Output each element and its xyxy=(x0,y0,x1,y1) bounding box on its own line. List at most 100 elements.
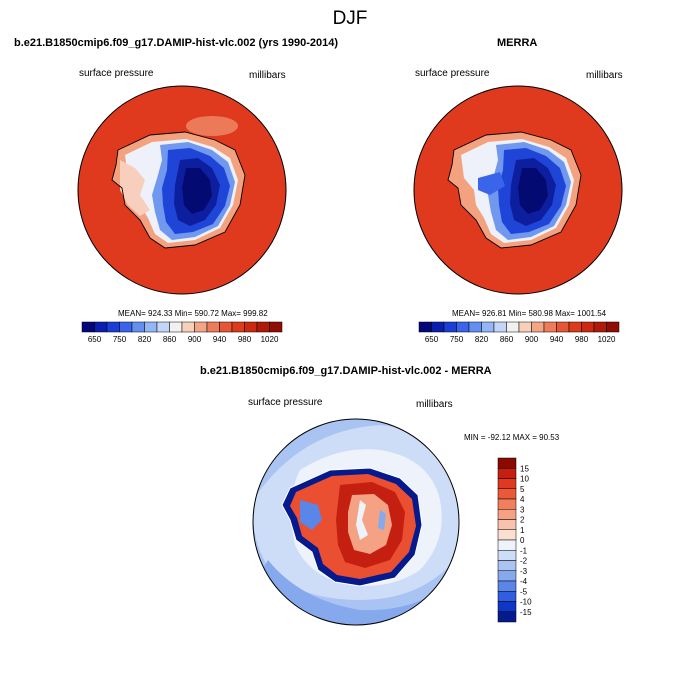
colorbar-swatch xyxy=(497,509,517,520)
colorbar-tick-label: 900 xyxy=(525,335,539,344)
antarctica-field xyxy=(448,132,581,248)
colorbar-swatch xyxy=(497,591,517,602)
obs-stats: MEAN= 926.81 Min= 580.98 Max= 1001.54 xyxy=(452,309,607,318)
colorbar-tick-label: 860 xyxy=(163,335,177,344)
colorbar-swatch xyxy=(506,321,520,333)
high-pressure-anomaly xyxy=(186,116,238,136)
map-border xyxy=(77,85,287,295)
colorbar-tick-label: -5 xyxy=(520,587,528,596)
colorbar-swatch xyxy=(497,488,517,500)
colorbar-tick-label: 0 xyxy=(520,536,525,545)
colorbar-swatch xyxy=(497,519,517,530)
colorbar-swatch xyxy=(169,321,183,333)
colorbar-tick-label: 2 xyxy=(520,516,525,525)
colorbar-swatch xyxy=(443,321,457,333)
colorbar-tick-label: 940 xyxy=(550,335,564,344)
map-border xyxy=(252,418,460,626)
diff-units-label: millibars xyxy=(416,399,453,410)
colorbar-tick-label: 10 xyxy=(520,475,529,484)
colorbar-swatch xyxy=(497,550,517,561)
colorbar-swatch xyxy=(531,321,545,333)
colorbar-tick-label: 5 xyxy=(520,485,525,494)
colorbar-swatch xyxy=(131,321,145,333)
colorbar-tick-label: -1 xyxy=(520,546,528,555)
colorbar-swatch xyxy=(206,321,220,333)
colorbar-swatch xyxy=(119,321,133,333)
colorbar-swatch xyxy=(497,478,517,489)
colorbar-swatch xyxy=(497,560,517,571)
model-stats: MEAN= 924.33 Min= 590.72 Max= 999.82 xyxy=(118,309,268,318)
diff-variable-label: surface pressure xyxy=(248,397,323,408)
colorbar-tick-label: 650 xyxy=(425,335,439,344)
colorbar-swatch xyxy=(456,321,470,333)
colorbar-tick-label: 1020 xyxy=(261,335,279,344)
colorbar-swatch xyxy=(593,321,607,333)
model-panel-title: b.e21.B1850cmip6.f09_g17.DAMIP-hist-vlc.… xyxy=(14,37,339,49)
colorbar-swatch xyxy=(244,321,258,333)
colorbar-tick-label: 860 xyxy=(500,335,514,344)
colorbar-swatch xyxy=(256,321,270,333)
coastline xyxy=(281,467,423,587)
colorbar-tick-label: 940 xyxy=(213,335,227,344)
colorbar-tick-label: 650 xyxy=(88,335,102,344)
diff-polar-map xyxy=(252,418,460,626)
antarctica-field xyxy=(112,132,245,248)
colorbar-swatch xyxy=(431,321,445,333)
colorbar-swatch xyxy=(543,321,557,333)
colorbar-tick-label: 3 xyxy=(520,505,525,514)
colorbar-tick-label: -15 xyxy=(520,608,532,617)
colorbar-swatch xyxy=(106,321,120,333)
colorbar-swatch xyxy=(194,321,208,333)
colorbar-swatch xyxy=(581,321,595,333)
model-variable-label: surface pressure xyxy=(79,68,154,79)
colorbar-tick-label: 1 xyxy=(520,526,525,535)
colorbar-swatch xyxy=(497,539,517,551)
colorbar-tick-label: 1020 xyxy=(598,335,616,344)
antarctica-field xyxy=(282,468,422,586)
model-polar-map xyxy=(77,85,287,295)
diff-panel-title: b.e21.B1850cmip6.f09_g17.DAMIP-hist-vlc.… xyxy=(200,365,492,377)
colorbar-swatch xyxy=(418,321,432,333)
colorbar-tick-label: -2 xyxy=(520,557,528,566)
colorbar-tick-label: 980 xyxy=(238,335,252,344)
diff-stats: MIN = -92.12 MAX = 90.53 xyxy=(464,433,560,442)
colorbar-swatch xyxy=(497,457,517,469)
model-units-label: millibars xyxy=(249,70,286,81)
colorbar-swatch xyxy=(181,321,195,333)
colorbar-tick-label: -4 xyxy=(520,577,528,586)
colorbar-tick-label: 15 xyxy=(520,464,529,473)
obs-polar-map xyxy=(413,85,623,295)
colorbar-swatch xyxy=(556,321,570,333)
colorbar-swatch xyxy=(94,321,108,333)
colorbar-swatch xyxy=(231,321,245,333)
colorbar-swatch xyxy=(518,321,532,333)
colorbar-swatch xyxy=(497,468,517,479)
colorbar-tick-label: 4 xyxy=(520,495,525,504)
colorbar-swatch xyxy=(481,321,495,333)
colorbar-tick-label: 900 xyxy=(188,335,202,344)
colorbar-tick-label: 750 xyxy=(450,335,464,344)
colorbar-tick-label: -3 xyxy=(520,567,528,576)
obs-units-label: millibars xyxy=(586,70,623,81)
colorbar-tick-label: 820 xyxy=(138,335,152,344)
colorbar-tick-label: 980 xyxy=(575,335,589,344)
colorbar-swatch xyxy=(156,321,170,333)
colorbar-swatch xyxy=(219,321,233,333)
coastline xyxy=(447,131,582,249)
colorbar-swatch xyxy=(269,321,283,333)
colorbar-swatch xyxy=(606,321,620,333)
colorbar-swatch xyxy=(497,570,517,582)
colorbar-swatch xyxy=(497,498,517,510)
obs-panel-title: MERRA xyxy=(497,37,538,49)
obs-variable-label: surface pressure xyxy=(415,68,490,79)
model-colorbar: 650 750 820 860 900 940 980 1020 xyxy=(81,321,283,344)
coastline xyxy=(111,131,246,249)
colorbar-swatch xyxy=(568,321,582,333)
colorbar-tick-label: -10 xyxy=(520,598,532,607)
colorbar-swatch xyxy=(468,321,482,333)
figure-title: DJF xyxy=(332,8,368,29)
colorbar-swatch xyxy=(497,580,517,592)
colorbar-swatch xyxy=(81,321,95,333)
